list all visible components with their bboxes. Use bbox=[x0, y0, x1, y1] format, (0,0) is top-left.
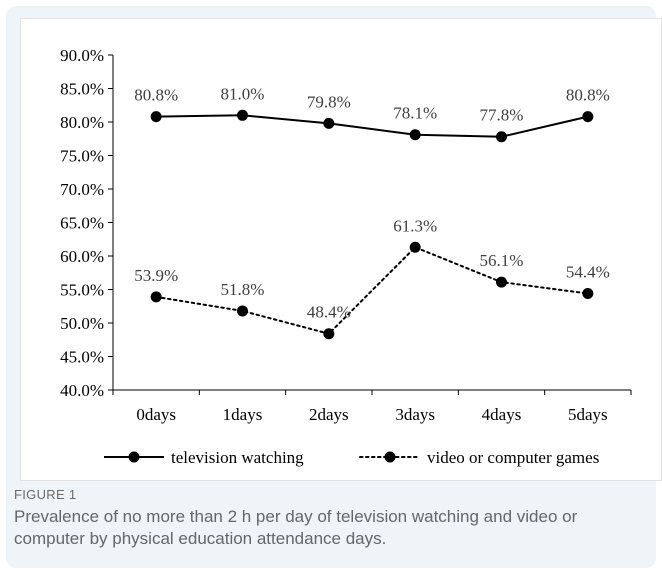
y-tick-label: 60.0% bbox=[60, 247, 104, 266]
line-chart: 40.0% 45.0% 50.0% 55.0% 60.0% 65.0% 70.0% 75.0%… bbox=[60, 46, 632, 467]
data-point bbox=[582, 288, 594, 300]
series-line bbox=[156, 114, 589, 138]
data-point bbox=[496, 131, 507, 143]
y-tick-label: 55.0% bbox=[60, 281, 104, 300]
series-line bbox=[155, 246, 589, 335]
y-tick-label: 40.0% bbox=[60, 381, 104, 400]
data-point bbox=[237, 109, 248, 121]
y-tick-label: 90.0% bbox=[60, 46, 104, 65]
data-point bbox=[150, 291, 162, 303]
y-tick-label: 70.0% bbox=[60, 180, 104, 199]
data-label: 80.8% bbox=[134, 86, 178, 105]
data-label: 80.8% bbox=[566, 86, 610, 105]
data-label: 78.1% bbox=[393, 104, 437, 123]
legend-marker bbox=[128, 451, 140, 463]
x-tick-label: 4days bbox=[482, 405, 522, 424]
data-label: 79.8% bbox=[307, 92, 351, 111]
y-tick-label: 80.0% bbox=[60, 113, 104, 132]
data-point bbox=[496, 276, 507, 288]
x-tick-label: 1days bbox=[223, 405, 263, 424]
figure-frame: 40.0% 45.0% 50.0% 55.0% 60.0% 65.0% 70.0% 75.0%… bbox=[6, 6, 662, 568]
legend-marker bbox=[384, 451, 396, 463]
y-tick-label: 45.0% bbox=[60, 348, 104, 367]
data-label: 51.8% bbox=[221, 280, 265, 299]
data-point bbox=[582, 111, 594, 123]
figure-caption: Prevalence of no more than 2 h per day o… bbox=[14, 507, 578, 548]
data-label: 48.4% bbox=[307, 303, 351, 322]
figure-label: FIGURE 1 bbox=[14, 487, 77, 502]
legend-label: video or computer games bbox=[427, 448, 599, 467]
data-label: 54.4% bbox=[566, 263, 610, 282]
data-point bbox=[409, 241, 421, 253]
x-tick-label: 2days bbox=[309, 405, 349, 424]
y-tick-label: 65.0% bbox=[60, 214, 104, 233]
data-point bbox=[150, 111, 162, 123]
data-point bbox=[323, 117, 335, 129]
x-tick-label: 0days bbox=[136, 405, 176, 424]
data-point bbox=[237, 305, 248, 317]
y-tick-label: 75.0% bbox=[60, 147, 104, 166]
data-label: 56.1% bbox=[480, 251, 524, 270]
data-point bbox=[323, 328, 335, 340]
data-label: 77.8% bbox=[480, 106, 524, 125]
x-tick-label: 3days bbox=[395, 405, 435, 424]
legend-label: television watching bbox=[171, 448, 304, 467]
data-label: 61.3% bbox=[393, 216, 437, 235]
data-label: 81.0% bbox=[221, 84, 265, 103]
data-label: 53.9% bbox=[134, 266, 178, 285]
data-point bbox=[409, 129, 421, 141]
x-tick-label: 5days bbox=[568, 405, 608, 424]
y-tick-label: 50.0% bbox=[60, 314, 104, 333]
y-tick-label: 85.0% bbox=[60, 80, 104, 99]
chart-panel: 40.0% 45.0% 50.0% 55.0% 60.0% 65.0% 70.0% 75.0%… bbox=[20, 18, 662, 481]
